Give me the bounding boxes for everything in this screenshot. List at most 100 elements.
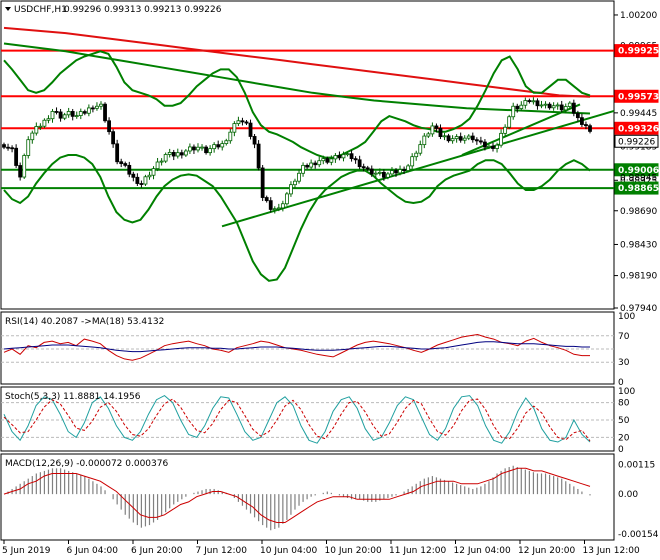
candle-body [584,124,588,127]
candle-body [571,102,576,114]
candle-body [183,150,188,156]
candle-body [325,158,330,163]
candle-body [50,111,55,120]
xtick-label: 11 Jun 12:00 [389,546,446,556]
candle-body [179,152,184,156]
main-ytick-label: 0.99445 [620,109,657,119]
candle-body [511,105,516,118]
stoch-ytick-label: 20 [618,433,630,443]
stoch-ytick-label: 50 [618,416,630,426]
candle-body [268,200,273,210]
candle-body [446,135,451,142]
candle-body [543,103,548,106]
candle-body [410,156,415,167]
level-price-box [614,163,659,177]
candle-body [313,162,318,166]
candle-body [135,176,140,184]
candle-body [46,118,51,121]
xtick-label: 6 Jun 20:00 [131,546,183,556]
candle-body [244,121,249,124]
xtick-label: 7 Jun 12:00 [196,546,248,556]
ma-slow-line [3,26,591,98]
candle-body [588,125,592,132]
candle-body [365,167,370,170]
candle-body [539,104,544,107]
macd-layer [3,465,591,531]
candle-body [567,102,572,107]
candle-body [317,160,322,166]
candle-body [491,145,495,149]
candle-body [38,125,43,128]
candle-body [260,167,265,198]
candle-body [167,152,172,155]
candle-body [216,144,221,148]
candle-body [349,153,354,160]
candle-body [499,132,503,146]
stoch-title: Stoch(5,3,3) 11.8881 14.1956 [5,392,141,402]
candle-body [527,100,532,102]
candle-body [196,146,200,151]
candle-body [26,139,31,156]
xtick-label: 5 Jun 2019 [2,546,51,556]
level-price-box [614,121,659,135]
candle-body [240,120,245,123]
candle-body [175,152,180,157]
rsi-ma-line [3,341,590,353]
candle-body [474,139,479,142]
candle-body [454,136,459,140]
candle-body [535,100,540,107]
macd-signal-line [3,467,591,523]
stoch-layer [1,395,614,444]
candle-body [575,112,580,119]
main-panel-frame [0,0,615,310]
candle-body [86,107,91,114]
stoch-ytick-label: 100 [618,387,635,397]
candle-body [398,169,402,174]
axis-layer: 1.002000.999650.994450.991850.989250.986… [2,11,659,556]
rsi-ytick-label: 0 [618,378,624,388]
candle-body [369,168,374,175]
candle-body [430,125,435,135]
candle-body [466,135,471,139]
candle-body [256,143,261,169]
candle-body [289,184,293,195]
candle-body [111,131,116,145]
candle-body [280,203,285,209]
candle-body [414,152,419,158]
candle-body [357,159,362,168]
candle-body [236,120,241,125]
candle-body [559,104,564,111]
rsi-title: RSI(14) 40.2087 ->MA(18) 53.4132 [5,317,164,327]
candle-body [434,125,439,129]
level-price-label: 0.99006 [618,166,659,176]
candle-body [70,111,75,117]
candle-body [82,111,87,114]
candle-body [192,146,196,151]
candle-body [402,169,406,171]
xtick-label: 10 Jun 04:00 [260,546,317,556]
candle-body [426,133,431,137]
main-ytick-label: 0.98925 [620,176,657,186]
candle-body [495,144,499,149]
candle-body [159,160,164,163]
stoch-panel-frame [0,386,615,452]
rsi-ytick-label: 30 [618,358,630,368]
candle-body [99,103,103,107]
candle-body [503,126,508,134]
symbol-title: USDCHF,H1 [14,5,67,15]
candle-body [547,103,552,109]
candle-body [264,197,269,202]
candle-body [345,153,350,156]
candle-body [18,165,23,178]
macd-ytick-label: 0.00 [618,490,638,500]
candle-body [483,141,487,148]
candle-body [293,180,297,186]
candle-body [458,136,463,141]
candle-body [406,165,411,171]
macd-title: MACD(12,26,9) -0.000072 0.000376 [5,459,168,469]
candle-body [103,103,107,122]
symbol-dropdown-icon[interactable] [5,7,11,11]
candle-body [531,100,536,103]
candle-body [563,106,568,111]
